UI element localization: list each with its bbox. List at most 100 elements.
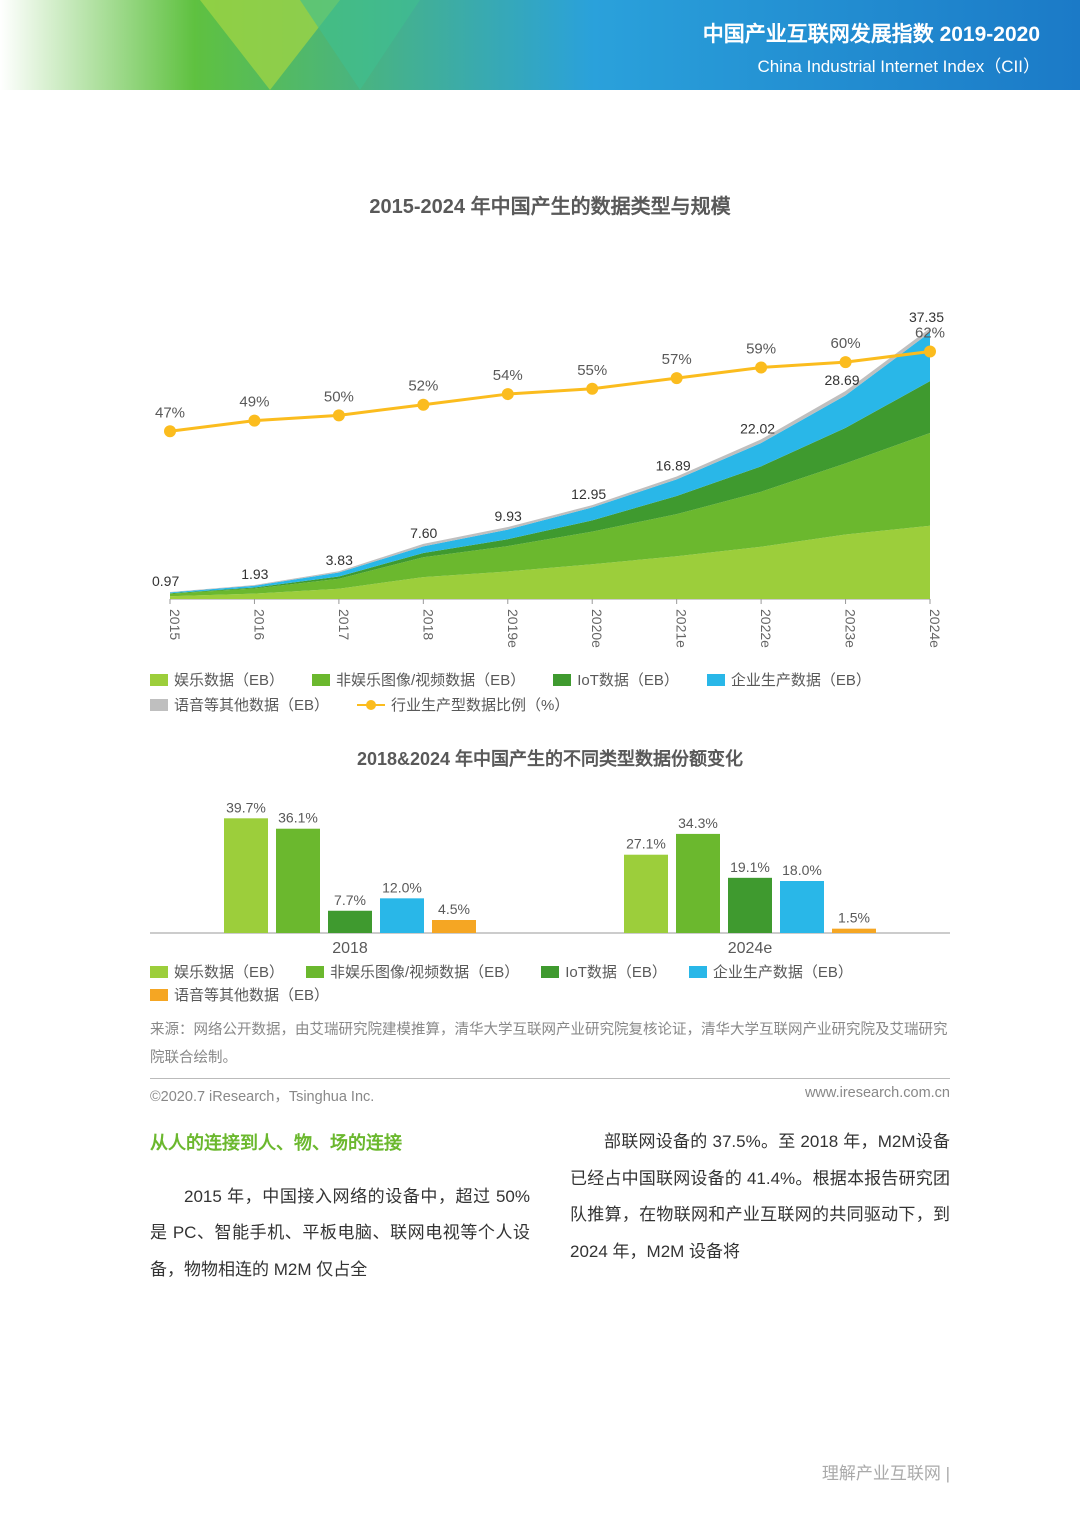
chart2-bar [832, 929, 876, 933]
chart1-xlabel: 2019e [505, 609, 521, 648]
chart2-bar-label: 12.0% [382, 879, 422, 895]
legend-item: 非娱乐图像/视频数据（EB） [312, 669, 525, 690]
chart1-total-label: 3.83 [326, 552, 353, 568]
chart2-group-label: 2024e [728, 940, 773, 957]
chart1-total-label: 22.02 [740, 420, 775, 436]
legend-label: 娱乐数据（EB） [174, 669, 284, 690]
chart1-line-label: 59% [746, 340, 776, 357]
legend-label: IoT数据（EB） [565, 961, 667, 982]
legend-item: 娱乐数据（EB） [150, 961, 284, 982]
copyright-left: ©2020.7 iResearch，Tsinghua Inc. [150, 1085, 374, 1106]
header-title-cn: 中国产业互联网发展指数 2019-2020 [703, 18, 1040, 48]
chart1-line-label: 54% [493, 367, 523, 384]
section-heading: 从人的连接到人、物、场的连接 [150, 1124, 530, 1163]
chart1-xlabel: 2017 [336, 609, 352, 640]
legend-item: IoT数据（EB） [553, 669, 679, 690]
chart2-bar [380, 898, 424, 933]
line-swatch-icon [357, 704, 385, 706]
chart2-bar [624, 855, 668, 933]
chart1-xlabel: 2022e [758, 609, 774, 648]
chart2-bar [432, 920, 476, 933]
chart2-bar-label: 19.1% [730, 859, 770, 875]
chart1-line-marker [248, 415, 260, 427]
chart1-total-label: 37.35 [909, 309, 944, 325]
legend-item: 企业生产数据（EB） [689, 961, 853, 982]
legend-label: 行业生产型数据比例（%） [391, 694, 569, 715]
legend-label: 非娱乐图像/视频数据（EB） [336, 669, 525, 690]
chart1-xlabel: 2016 [251, 609, 267, 640]
copyright-row: ©2020.7 iResearch，Tsinghua Inc. www.ires… [150, 1079, 950, 1124]
chart1-line-label: 55% [577, 362, 607, 379]
chart1-line-marker [502, 388, 514, 400]
chart2-bar-label: 18.0% [782, 862, 822, 878]
chart2-bar-label: 36.1% [278, 810, 318, 826]
chart1-line-marker [671, 372, 683, 384]
chart1-xlabel: 2023e [843, 609, 859, 648]
chart2-bar [276, 829, 320, 933]
chart2-bar [780, 881, 824, 933]
legend-label: 语音等其他数据（EB） [174, 694, 329, 715]
chart1-line-label: 62% [915, 325, 945, 342]
chart1-line-label: 57% [662, 351, 692, 368]
chart1-line-marker [586, 383, 598, 395]
legend-item: IoT数据（EB） [541, 961, 667, 982]
chart2-legend: 娱乐数据（EB） 非娱乐图像/视频数据（EB） IoT数据（EB） 企业生产数据（EB… [150, 959, 950, 1013]
chart1-line-marker [840, 356, 852, 368]
legend-item: 企业生产数据（EB） [707, 669, 871, 690]
legend-item: 行业生产型数据比例（%） [357, 694, 569, 715]
chart1-xlabel: 2024e [927, 609, 943, 648]
chart1-total-label: 12.95 [571, 486, 606, 502]
chart1-total-label: 16.89 [656, 458, 691, 474]
chart1-line-marker [164, 425, 176, 437]
chart1-line-label: 50% [324, 388, 354, 405]
header-title-block: 中国产业互联网发展指数 2019-2020 China Industrial I… [703, 18, 1040, 77]
chart2-title: 2018&2024 年中国产生的不同类型数据份额变化 [150, 745, 950, 771]
chart1-xlabel: 2020e [589, 609, 605, 648]
header-triangle-decor [300, 0, 420, 90]
chart1-total-label: 0.97 [152, 573, 179, 589]
chart1-line-label: 49% [239, 394, 269, 411]
legend-item: 娱乐数据（EB） [150, 669, 284, 690]
chart1-total-label: 9.93 [495, 508, 522, 524]
legend-label: IoT数据（EB） [577, 669, 679, 690]
page-footer: 理解产业互联网 | [822, 1459, 950, 1484]
header-title-en: China Industrial Internet Index（CII） [703, 52, 1040, 77]
chart1-xlabel: 2021e [674, 609, 690, 648]
source-note: 来源：网络公开数据，由艾瑞研究院建模推算，清华大学互联网产业研究院复核论证，清华… [150, 1017, 950, 1079]
chart2-bar-label: 1.5% [838, 910, 870, 926]
legend-item: 语音等其他数据（EB） [150, 694, 329, 715]
chart1: 2015 2016 2017 2018 2019e 2020e 2021e 2022e 2023… [150, 249, 950, 659]
chart2-bar [328, 911, 372, 933]
legend-label: 娱乐数据（EB） [174, 961, 284, 982]
chart2-bar-label: 39.7% [226, 799, 266, 815]
chart1-line-marker [924, 346, 936, 358]
legend-label: 语音等其他数据（EB） [174, 984, 329, 1005]
legend-label: 企业生产数据（EB） [713, 961, 853, 982]
chart1-line-label: 47% [155, 404, 185, 421]
legend-item: 非娱乐图像/视频数据（EB） [306, 961, 519, 982]
chart2-bar [224, 818, 268, 933]
chart2-bar [728, 878, 772, 933]
chart1-title: 2015-2024 年中国产生的数据类型与规模 [150, 190, 950, 219]
chart2-bar-label: 27.1% [626, 836, 666, 852]
chart2: 39.7%36.1%7.7%12.0%4.5%201827.1%34.3%19.… [150, 779, 950, 959]
chart1-line-marker [417, 399, 429, 411]
chart1-line-marker [333, 409, 345, 421]
chart2-bar-label: 34.3% [678, 815, 718, 831]
legend-item: 语音等其他数据（EB） [150, 984, 329, 1005]
chart1-line-label: 52% [408, 378, 438, 395]
chart1-xlabel: 2015 [167, 609, 183, 640]
chart1-line-marker [755, 361, 767, 373]
chart1-total-label: 28.69 [825, 372, 860, 388]
page-header: 中国产业互联网发展指数 2019-2020 China Industrial I… [0, 0, 1080, 90]
body-columns: 从人的连接到人、物、场的连接 2015 年，中国接入网络的设备中，超过 50%是… [150, 1124, 950, 1288]
legend-label: 非娱乐图像/视频数据（EB） [330, 961, 519, 982]
chart1-total-label: 7.60 [410, 525, 437, 541]
chart2-bar-label: 4.5% [438, 901, 470, 917]
legend-label: 企业生产数据（EB） [731, 669, 871, 690]
chart1-xlabel: 2018 [420, 609, 436, 640]
chart1-legend: 娱乐数据（EB） 非娱乐图像/视频数据（EB） IoT数据（EB） 企业生产数据（EB… [150, 665, 950, 739]
chart1-line-label: 60% [831, 335, 861, 352]
copyright-right: www.iresearch.com.cn [805, 1085, 950, 1106]
body-col-right: 部联网设备的 37.5%。至 2018 年，M2M设备已经占中国联网设备的 41… [570, 1124, 950, 1270]
